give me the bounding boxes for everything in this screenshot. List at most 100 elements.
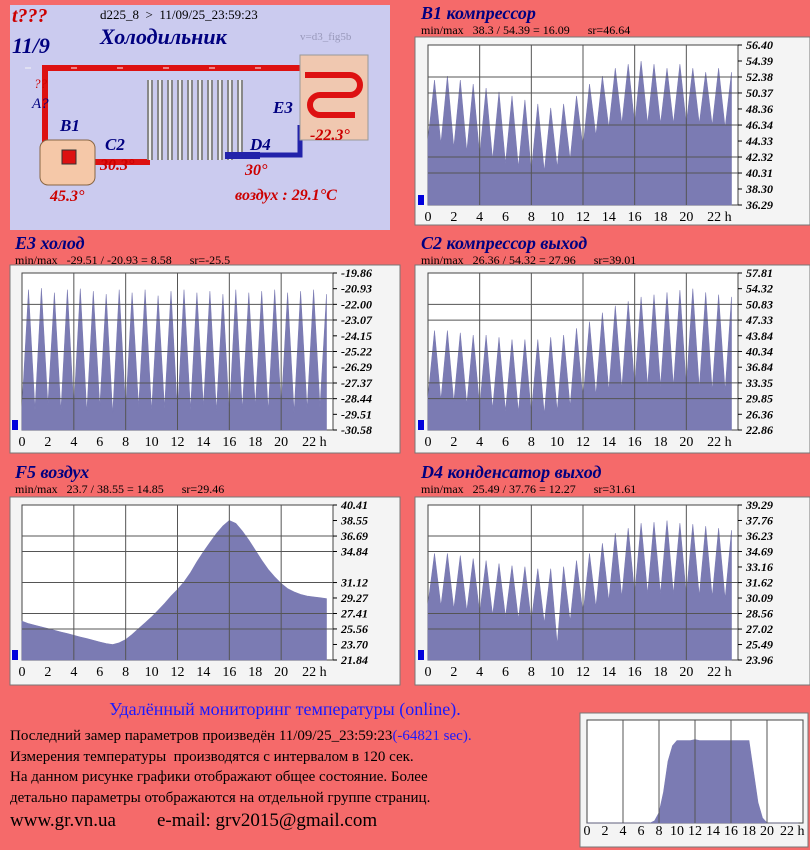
x-tick-label: 10 [670, 824, 684, 839]
x-tick-label: 2 [602, 824, 609, 839]
x-tick-label: 16 [628, 210, 642, 225]
x-tick-label: 4 [476, 210, 483, 225]
x-tick-label: 4 [70, 665, 77, 680]
x-tick-label: 16 [628, 435, 642, 450]
x-tick-label: 18 [742, 824, 756, 839]
x-tick-label: 22 h [302, 665, 327, 680]
x-tick-label: 4 [476, 665, 483, 680]
x-tick-label: 6 [502, 665, 509, 680]
status-indicator [12, 420, 18, 430]
x-tick-label: 16 [628, 665, 642, 680]
y-tick-label: -19.86 [341, 266, 372, 280]
chart: 0 2 4 6 8 10 12 14 16 18 20 22 h [579, 712, 809, 848]
x-tick-label: 12 [576, 665, 590, 680]
x-tick-label: 4 [70, 435, 77, 450]
y-tick-label: 40.31 [745, 166, 773, 180]
condenser-coil-light [149, 80, 241, 160]
y-tick-label: 29.27 [340, 591, 369, 605]
x-tick-label: 20 [679, 435, 693, 450]
y-tick-label: 23.70 [340, 637, 368, 651]
y-tick-label: 26.36 [745, 407, 773, 421]
y-tick-label: 54.32 [746, 282, 773, 296]
x-tick-label: 16 [724, 824, 738, 839]
email-link[interactable]: e-mail: grv2015@gmail.com [157, 810, 377, 831]
device: d225_8 > 11/09/25_23:59:23 [100, 7, 258, 22]
diagram: t??? 11/9 d225_8 > 11/09/25_23:59:23 Хол… [10, 5, 390, 230]
y-tick-label: 44.33 [745, 134, 773, 148]
chart-stats: min/max 25.49 / 37.76 = 12.27 sr=31.61 [421, 482, 636, 496]
y-tick-label: 40.41 [340, 498, 368, 512]
footer-title: Удалённый мониторинг температуры (online… [109, 699, 461, 720]
y-tick-label: 29.85 [745, 392, 773, 406]
y-tick-label: 31.62 [745, 576, 773, 590]
y-tick-label: 38.55 [340, 514, 368, 528]
x-tick-label: 6 [638, 824, 645, 839]
x-tick-label: 8 [122, 435, 129, 450]
x-tick-label: 20 [760, 824, 774, 839]
x-tick-label: 2 [450, 210, 457, 225]
x-tick-label: 18 [654, 435, 668, 450]
x-tick-label: 10 [550, 435, 564, 450]
y-tick-label: -30.58 [341, 423, 372, 437]
chart-title: C2 компрессор выход [421, 233, 587, 253]
y-tick-label: 52.38 [746, 70, 773, 84]
note-line: детально параметры отображаются на отдел… [10, 790, 430, 806]
last-measure-text: Последний замер параметров произведён 11… [10, 728, 392, 744]
d4-label: D4 [249, 135, 271, 154]
y-tick-label: 42.32 [745, 150, 773, 164]
y-tick-label: 43.84 [745, 329, 773, 343]
y-tick-label: 56.40 [746, 38, 773, 52]
b1-label: B1 [59, 116, 80, 135]
y-tick-label: 39.29 [745, 498, 773, 512]
c2-label: C2 [105, 135, 125, 154]
x-tick-label: 10 [550, 665, 564, 680]
x-tick-label: 20 [274, 665, 288, 680]
chart-stats: min/max 26.36 / 54.32 = 27.96 sr=39.01 [421, 253, 636, 267]
chart-title: F5 воздух [14, 462, 89, 482]
y-tick-label: 31.12 [340, 576, 368, 590]
chart-stats: min/max -29.51 / -20.93 = 8.58 sr=-25.5 [15, 253, 230, 267]
y-tick-label: 40.34 [745, 344, 773, 358]
site-link[interactable]: www.gr.vn.ua [10, 810, 116, 831]
x-tick-label: 12 [171, 665, 185, 680]
y-tick-label: 34.69 [745, 545, 773, 559]
y-tick-label: 50.37 [746, 86, 774, 100]
y-tick-label: -23.07 [341, 313, 373, 327]
x-tick-label: 2 [44, 665, 51, 680]
x-tick-label: 10 [550, 210, 564, 225]
y-tick-label: 33.16 [745, 560, 773, 574]
y-tick-label: 25.49 [745, 638, 773, 652]
y-tick-label: 25.56 [340, 622, 368, 636]
y-tick-label: 54.39 [746, 54, 773, 68]
x-tick-label: 12 [576, 210, 590, 225]
y-tick-label: -25.22 [341, 345, 372, 359]
y-tick-label: 33.35 [745, 376, 773, 390]
x-tick-label: 6 [96, 665, 103, 680]
chart-stats: min/max 23.7 / 38.55 = 14.85 sr=29.46 [15, 482, 224, 496]
y-tick-label: 27.02 [745, 622, 773, 636]
x-tick-label: 14 [196, 435, 210, 450]
area [427, 60, 732, 206]
offset: (-64821 sec). [392, 728, 471, 744]
x-tick-label: 18 [654, 210, 668, 225]
last-measure: Последний замер параметров произведён 11… [10, 728, 472, 744]
d4-sensor [225, 152, 260, 159]
x-tick-label: 0 [19, 665, 26, 680]
air-temp: воздух : 29.1°C [235, 187, 337, 204]
y-tick-label: 22.86 [745, 423, 773, 437]
y-tick-label: -29.51 [341, 407, 372, 421]
x-tick-label: 8 [528, 435, 535, 450]
x-tick-label: 18 [248, 665, 262, 680]
x-tick-label: 6 [96, 435, 103, 450]
x-tick-label: 16 [222, 665, 236, 680]
x-tick-label: 22 h [302, 435, 327, 450]
b1-temp: 45.3° [49, 188, 85, 205]
flag: t??? [12, 5, 48, 27]
x-tick-label: 10 [145, 665, 159, 680]
area [21, 520, 327, 661]
d4-temp: 30° [244, 162, 268, 179]
